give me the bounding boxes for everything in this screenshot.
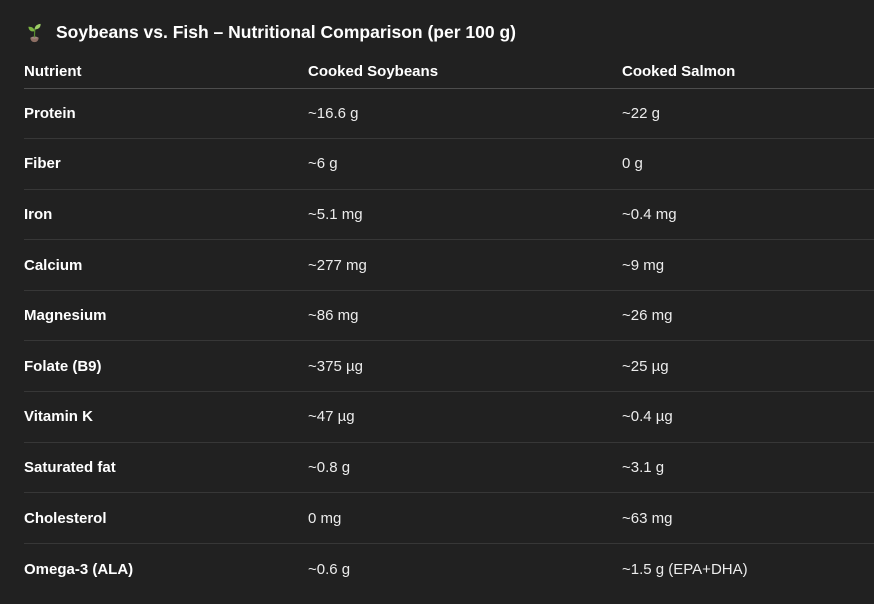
nutrient-cell: Saturated fat	[24, 458, 116, 476]
nutrient-cell: Iron	[24, 205, 53, 223]
nutrient-cell: Vitamin K	[24, 408, 93, 426]
table-body: Protein ~16.6 g ~22 g Fiber ~6 g 0 g Iro…	[24, 89, 874, 595]
soybeans-cell: ~16.6 g	[308, 104, 359, 122]
salmon-cell: ~22 g	[622, 104, 660, 122]
soybeans-cell: ~0.8 g	[308, 458, 351, 476]
nutrient-cell: Omega-3 (ALA)	[24, 560, 134, 578]
nutrient-cell: Cholesterol	[24, 509, 107, 527]
soybeans-cell: ~47 µg	[308, 408, 355, 426]
salmon-cell: ~63 mg	[622, 509, 673, 527]
salmon-cell: ~25 µg	[622, 357, 669, 375]
nutrient-cell: Fiber	[24, 155, 61, 173]
salmon-cell: ~3.1 g	[622, 458, 665, 476]
soybeans-cell: 0 mg	[308, 509, 342, 527]
salmon-cell: ~0.4 µg	[622, 408, 673, 426]
soybeans-cell: ~86 mg	[308, 307, 359, 325]
nutrient-cell: Protein	[24, 104, 76, 122]
page-title: Soybeans vs. Fish – Nutritional Comparis…	[0, 0, 874, 46]
soybeans-cell: ~375 µg	[308, 357, 363, 375]
seedling-icon	[28, 23, 41, 42]
column-header-soybeans: Cooked Soybeans	[308, 62, 439, 80]
column-header-salmon: Cooked Salmon	[622, 62, 736, 80]
table-header-row: Nutrient Cooked Soybeans Cooked Salmon	[24, 46, 874, 89]
salmon-cell: 0 g	[622, 155, 643, 173]
soybeans-cell: ~0.6 g	[308, 560, 351, 578]
column-header-nutrient: Nutrient	[24, 62, 82, 80]
table-row: Saturated fat ~0.8 g ~3.1 g	[24, 443, 874, 494]
salmon-cell: ~26 mg	[622, 307, 673, 325]
table-row: Iron ~5.1 mg ~0.4 mg	[24, 190, 874, 241]
nutrient-cell: Magnesium	[24, 307, 107, 325]
soybeans-cell: ~277 mg	[308, 256, 367, 274]
table-row: Calcium ~277 mg ~9 mg	[24, 240, 874, 291]
table-row: Folate (B9) ~375 µg ~25 µg	[24, 341, 874, 393]
nutrient-cell: Folate (B9)	[24, 357, 102, 375]
table-row: Cholesterol 0 mg ~63 mg	[24, 493, 874, 544]
soybeans-cell: ~6 g	[308, 155, 338, 173]
salmon-cell: ~9 mg	[622, 256, 665, 274]
nutrient-cell: Calcium	[24, 256, 83, 274]
table-row: Protein ~16.6 g ~22 g	[24, 89, 874, 140]
table-row: Omega-3 (ALA) ~0.6 g ~1.5 g (EPA+DHA)	[24, 544, 874, 595]
salmon-cell: ~0.4 mg	[622, 205, 677, 223]
table-row: Fiber ~6 g 0 g	[24, 139, 874, 190]
table-row: Magnesium ~86 mg ~26 mg	[24, 291, 874, 342]
page-title-text: Soybeans vs. Fish – Nutritional Comparis…	[56, 21, 516, 42]
nutrition-table: Nutrient Cooked Soybeans Cooked Salmon P…	[24, 46, 874, 594]
table-row: Vitamin K ~47 µg ~0.4 µg	[24, 392, 874, 443]
salmon-cell: ~1.5 g (EPA+DHA)	[622, 560, 748, 578]
soybeans-cell: ~5.1 mg	[308, 205, 363, 223]
